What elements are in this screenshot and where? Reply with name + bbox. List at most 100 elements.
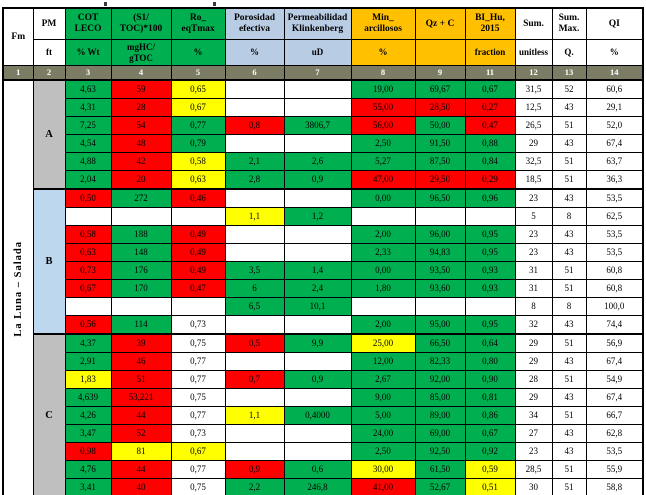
cell-sum-A1: 31,5: [514, 79, 553, 99]
cell-ro-B5: 0,49: [170, 261, 226, 280]
cell-minarc-A5: 5,27: [350, 152, 416, 171]
cell-qzc-B7: [414, 297, 466, 316]
cell-minarc-C9: 41,00: [350, 478, 416, 495]
cell-qi-C6: 62,8: [585, 424, 644, 443]
column-number-6: 6: [224, 65, 285, 81]
cell-qi-C8: 55,9: [585, 460, 644, 479]
cell-summax-A6: 51: [551, 170, 587, 190]
cell-ro-A4: 0,79: [170, 134, 226, 153]
cell-cot-B4: 0,63: [64, 243, 112, 262]
cell-sum-B5: 31: [514, 261, 553, 280]
cell-qi-B1: 53,5: [585, 188, 644, 208]
cell-summax-C7: 43: [551, 442, 587, 461]
cell-summax-A3: 51: [551, 116, 587, 135]
cell-s1toc-B7: [110, 297, 172, 316]
cell-s1toc-C2: 46: [110, 352, 172, 371]
cell-qzc-C9: 52,67: [414, 478, 466, 495]
cell-bihu-A3: 0,47: [464, 116, 516, 135]
cell-bihu-C2: 0,80: [464, 352, 516, 371]
formation-rotated-label: La Luna – Salada: [12, 240, 24, 337]
cell-s1toc-A4: 48: [110, 134, 172, 153]
column-unit-bihu: fraction: [464, 39, 516, 66]
cell-ro-B4: 0,49: [170, 243, 226, 262]
cell-bihu-C1: 0,64: [464, 333, 516, 353]
cell-qzc-B5: 93,50: [414, 261, 466, 280]
cell-sum-B4: 23: [514, 243, 553, 262]
cropped-caption-strip: [0, 0, 646, 7]
cell-sum-C3: 28: [514, 370, 553, 389]
cell-cot-C2: 2,91: [64, 352, 112, 371]
column-number-4: 4: [110, 65, 172, 81]
cell-ro-A6: 0,63: [170, 170, 226, 190]
cell-qi-A5: 63,7: [585, 152, 644, 171]
cell-sum-B2: 5: [514, 207, 553, 226]
cell-cot-B2: [64, 207, 112, 226]
cell-perm-C2: [283, 352, 352, 371]
cell-ro-C2: 0,77: [170, 352, 226, 371]
cell-qi-C7: 53,5: [585, 442, 644, 461]
cell-qzc-C7: 92,50: [414, 442, 466, 461]
column-number-11: 11: [464, 65, 516, 81]
cell-minarc-B3: 2,00: [350, 225, 416, 244]
column-header-ro: Ro_ eqTmax: [170, 7, 226, 40]
cell-summax-C5: 51: [551, 406, 587, 425]
cell-bihu-B7: [464, 297, 516, 316]
cell-minarc-A2: 55,00: [350, 98, 416, 117]
cell-s1toc-C4: 53,221: [110, 388, 172, 407]
cell-cot-C4: 4,639: [64, 388, 112, 407]
cell-qi-A6: 36,3: [585, 170, 644, 190]
cell-minarc-C2: 12,00: [350, 352, 416, 371]
cell-bihu-A2: 0,27: [464, 98, 516, 117]
cell-summax-A5: 51: [551, 152, 587, 171]
cell-cot-A3: 7,25: [64, 116, 112, 135]
column-unit-cot: % Wt: [64, 39, 112, 66]
cell-qi-B6: 60,8: [585, 279, 644, 298]
caption-text-remnant: [104, 2, 107, 6]
cell-qzc-C1: 66,50: [414, 333, 466, 353]
cell-s1toc-B5: 176: [110, 261, 172, 280]
cell-cot-C8: 4,76: [64, 460, 112, 479]
cell-qzc-A5: 87,50: [414, 152, 466, 171]
column-number-8: 8: [350, 65, 416, 81]
cell-cot-C7: 0,98: [64, 442, 112, 461]
cell-qzc-C4: 85,00: [414, 388, 466, 407]
cell-summax-C4: 43: [551, 388, 587, 407]
cell-qi-B4: 53,5: [585, 243, 644, 262]
caption-text-remnant: [213, 2, 216, 6]
cell-cot-B8: 0,56: [64, 315, 112, 335]
column-unit-perm: uD: [283, 39, 352, 66]
cell-qzc-B8: 95,00: [414, 315, 466, 335]
column-number-2: 2: [32, 65, 66, 81]
cell-por-A2: [224, 98, 285, 117]
cell-ro-C1: 0,75: [170, 333, 226, 353]
cell-s1toc-A1: 59: [110, 79, 172, 99]
cell-s1toc-B4: 148: [110, 243, 172, 262]
cell-ro-C3: 0,77: [170, 370, 226, 389]
cell-summax-C6: 43: [551, 424, 587, 443]
cell-perm-A6: 0,9: [283, 170, 352, 190]
cell-qzc-A3: 50,00: [414, 116, 466, 135]
cell-ro-C6: 0,73: [170, 424, 226, 443]
results-table: Fm PM COT LECO (S1/ TOC)*100 Ro_ eqTmax Poros…: [2, 7, 644, 495]
cell-sum-C1: 29: [514, 333, 553, 353]
cell-ro-A5: 0,58: [170, 152, 226, 171]
cell-cot-C5: 4,26: [64, 406, 112, 425]
cell-perm-C7: [283, 442, 352, 461]
cell-bihu-C3: 0,90: [464, 370, 516, 389]
cell-minarc-A4: 2,50: [350, 134, 416, 153]
cell-s1toc-C5: 44: [110, 406, 172, 425]
cell-perm-B1: [283, 188, 352, 208]
cell-qzc-C2: 82,33: [414, 352, 466, 371]
cell-por-B3: [224, 225, 285, 244]
cell-cot-A1: 4,63: [64, 79, 112, 99]
column-header-sum: Sum.: [514, 7, 553, 40]
cell-s1toc-C9: 40: [110, 478, 172, 495]
cell-perm-B5: 1,4: [283, 261, 352, 280]
cell-qzc-C3: 92,00: [414, 370, 466, 389]
cell-perm-A1: [283, 79, 352, 99]
cell-s1toc-B3: 188: [110, 225, 172, 244]
cell-summax-A4: 43: [551, 134, 587, 153]
cell-minarc-C4: 9,00: [350, 388, 416, 407]
cell-cot-B7: [64, 297, 112, 316]
cell-qzc-B6: 93,60: [414, 279, 466, 298]
